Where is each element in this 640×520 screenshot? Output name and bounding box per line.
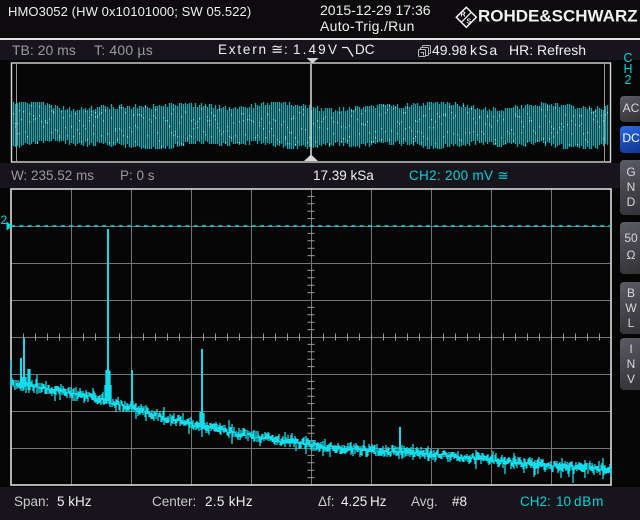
svg-text:2: 2 [1, 213, 8, 227]
svg-text:S: S [467, 18, 472, 25]
svg-text:R: R [461, 11, 466, 18]
svg-text:ROHDE&SCHWARZ: ROHDE&SCHWARZ [478, 6, 638, 25]
